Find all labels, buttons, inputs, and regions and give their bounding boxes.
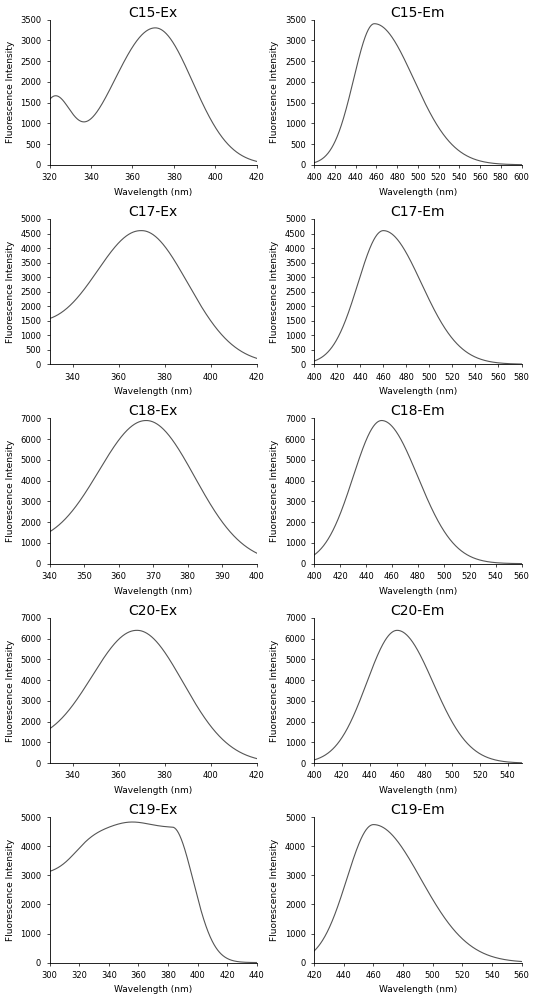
Title: C17-Ex: C17-Ex [128,205,178,219]
Y-axis label: Fluorescence Intensity: Fluorescence Intensity [270,240,279,343]
Y-axis label: Fluorescence Intensity: Fluorescence Intensity [270,639,279,742]
Title: C20-Em: C20-Em [391,604,445,618]
X-axis label: Wavelength (nm): Wavelength (nm) [379,387,457,396]
X-axis label: Wavelength (nm): Wavelength (nm) [114,985,192,994]
Y-axis label: Fluorescence Intensity: Fluorescence Intensity [5,639,14,742]
Y-axis label: Fluorescence Intensity: Fluorescence Intensity [270,839,279,941]
Title: C20-Ex: C20-Ex [128,604,178,618]
Title: C19-Em: C19-Em [391,803,445,817]
Y-axis label: Fluorescence Intensity: Fluorescence Intensity [270,440,279,542]
Y-axis label: Fluorescence Intensity: Fluorescence Intensity [5,41,14,143]
X-axis label: Wavelength (nm): Wavelength (nm) [379,587,457,596]
Title: C18-Ex: C18-Ex [128,404,178,418]
Title: C19-Ex: C19-Ex [128,803,178,817]
X-axis label: Wavelength (nm): Wavelength (nm) [114,587,192,596]
X-axis label: Wavelength (nm): Wavelength (nm) [379,985,457,994]
X-axis label: Wavelength (nm): Wavelength (nm) [379,786,457,795]
Y-axis label: Fluorescence Intensity: Fluorescence Intensity [5,839,14,941]
X-axis label: Wavelength (nm): Wavelength (nm) [379,188,457,197]
Y-axis label: Fluorescence Intensity: Fluorescence Intensity [5,240,14,343]
X-axis label: Wavelength (nm): Wavelength (nm) [114,188,192,197]
X-axis label: Wavelength (nm): Wavelength (nm) [114,387,192,396]
Title: C18-Em: C18-Em [391,404,445,418]
Y-axis label: Fluorescence Intensity: Fluorescence Intensity [5,440,14,542]
X-axis label: Wavelength (nm): Wavelength (nm) [114,786,192,795]
Title: C17-Em: C17-Em [391,205,445,219]
Title: C15-Ex: C15-Ex [128,6,178,20]
Y-axis label: Fluorescence Intensity: Fluorescence Intensity [270,41,279,143]
Title: C15-Em: C15-Em [391,6,445,20]
